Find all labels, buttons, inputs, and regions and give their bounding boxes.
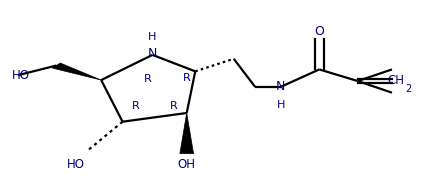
Text: OH: OH: [178, 158, 196, 171]
Text: HO: HO: [66, 158, 85, 171]
Polygon shape: [180, 113, 193, 154]
Text: R: R: [170, 101, 178, 111]
Polygon shape: [52, 63, 101, 80]
Text: H: H: [277, 100, 285, 110]
Text: R: R: [132, 101, 139, 111]
Text: R: R: [144, 74, 152, 84]
Text: N: N: [148, 47, 157, 60]
Text: N: N: [276, 80, 285, 93]
Text: R: R: [183, 73, 190, 83]
Text: 2: 2: [405, 84, 411, 94]
Text: CH: CH: [388, 74, 405, 87]
Text: H: H: [148, 32, 157, 42]
Text: O: O: [314, 25, 324, 38]
Text: HO: HO: [12, 69, 29, 82]
